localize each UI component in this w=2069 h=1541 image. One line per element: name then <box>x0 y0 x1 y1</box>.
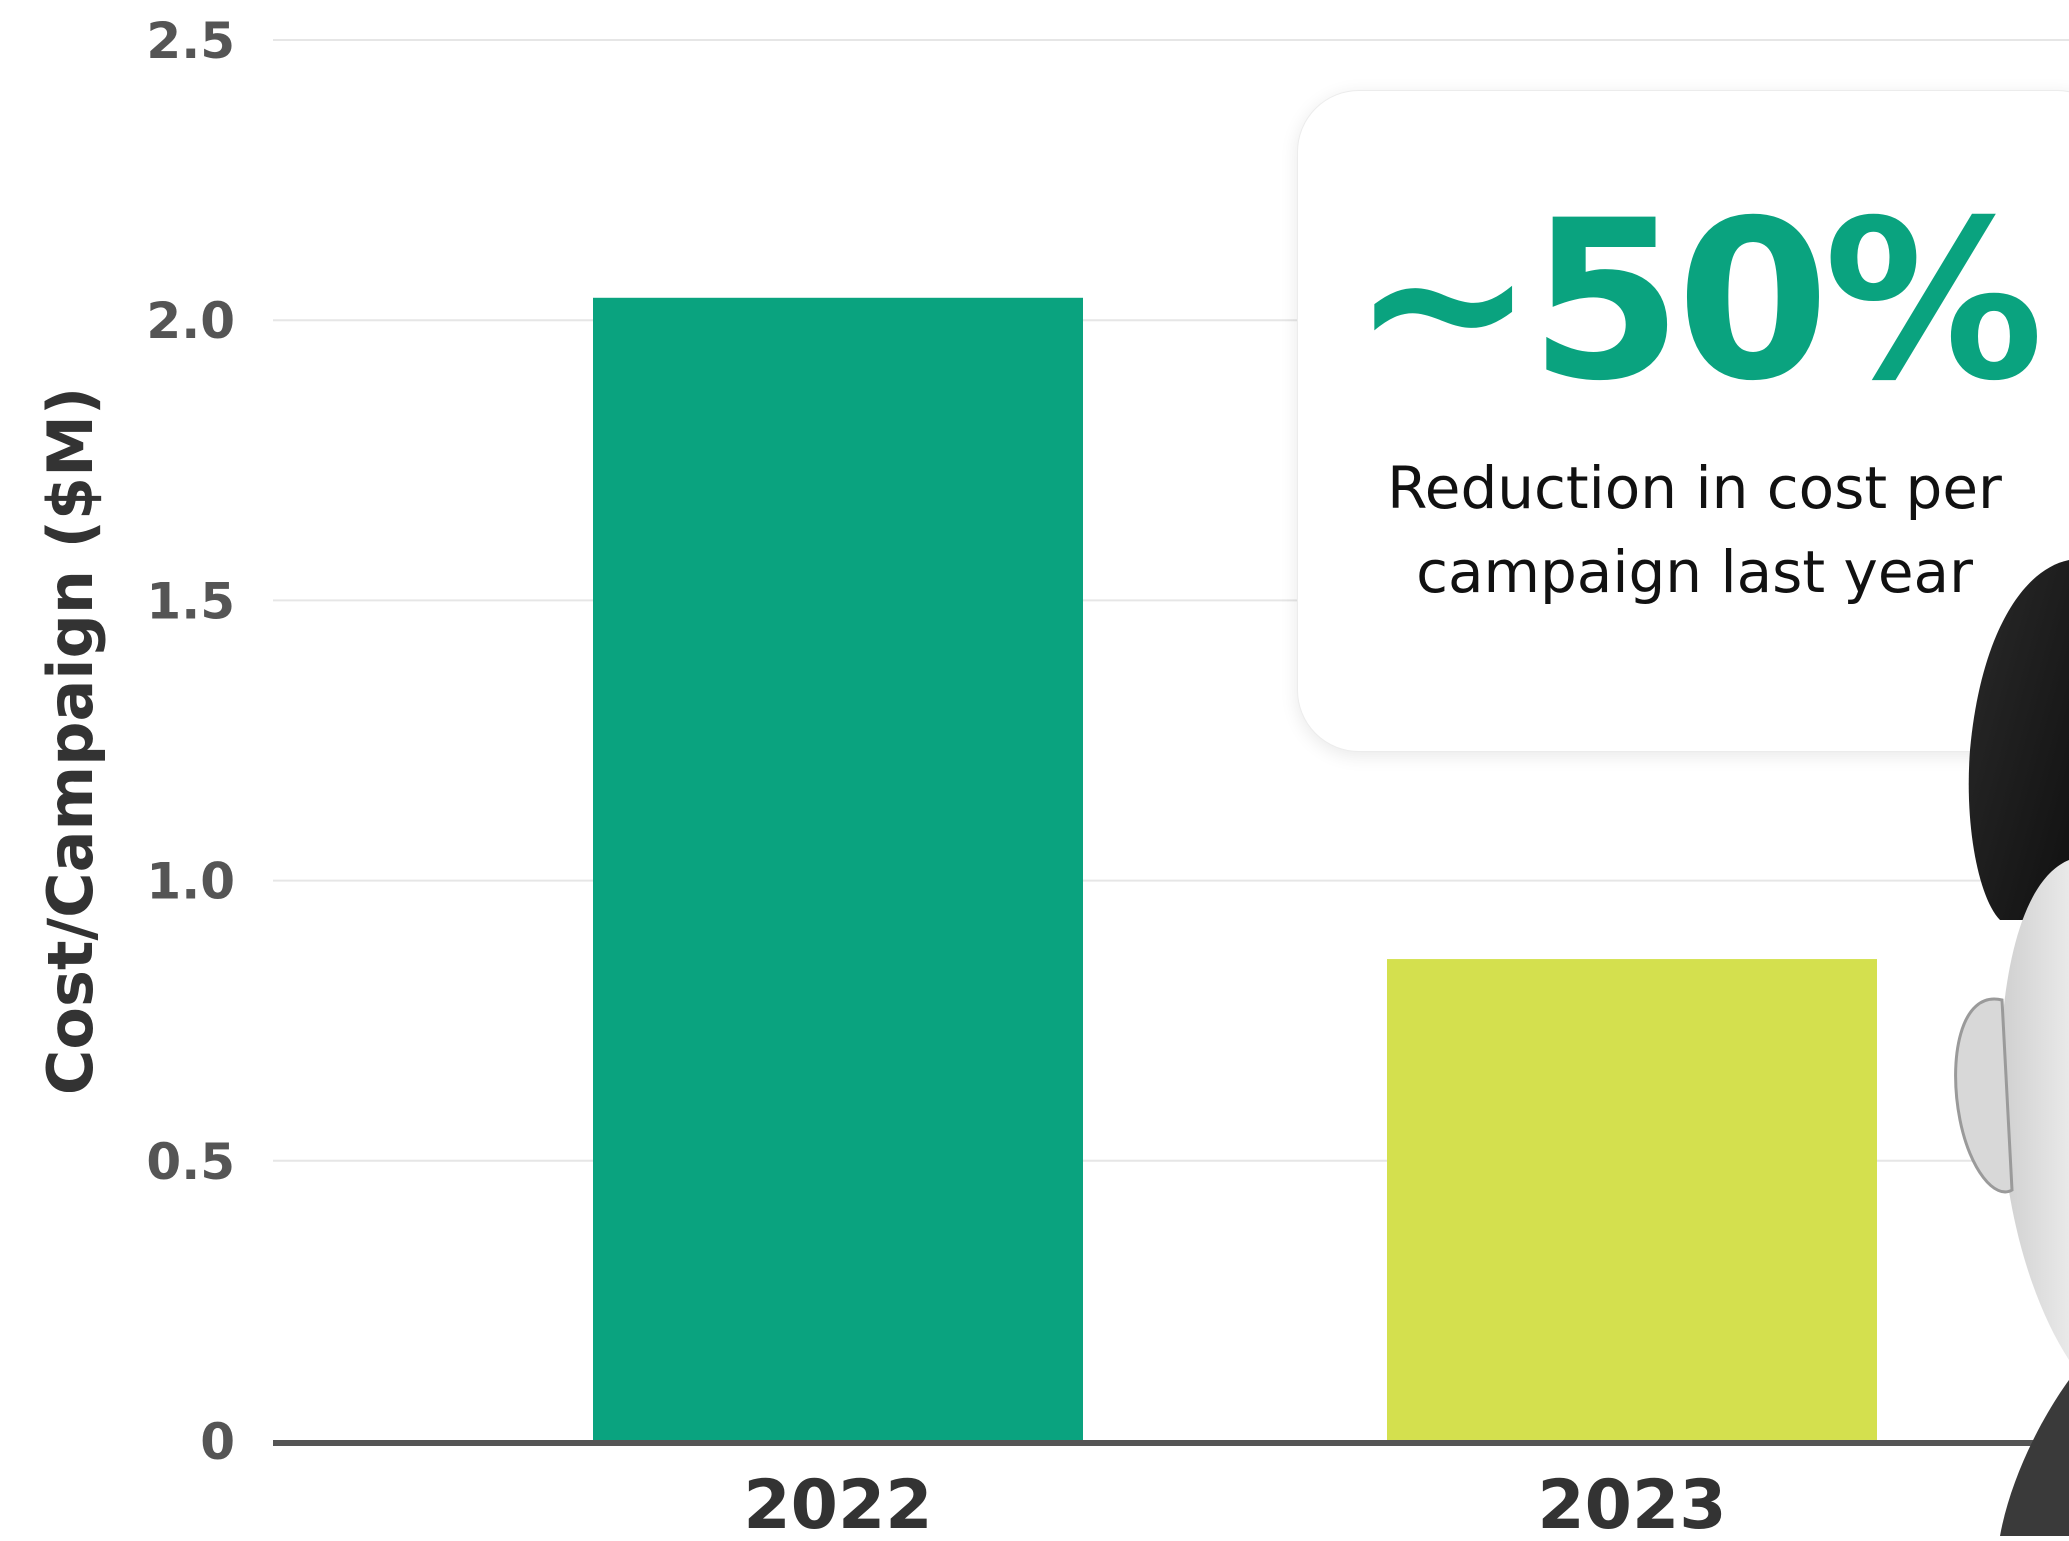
y-tick-label: 0.5 <box>146 1133 235 1191</box>
y-tick-label: 2.5 <box>146 12 235 70</box>
x-tick-label: 2022 <box>743 1466 932 1536</box>
x-tick-label: 2023 <box>1537 1466 1726 1536</box>
y-tick-label: 1.5 <box>146 572 235 630</box>
y-tick-label: 0 <box>200 1413 235 1471</box>
reduction-caption: Reduction in cost per campaign last year <box>1387 454 2002 606</box>
reduction-stat: ~50% <box>1351 173 2044 429</box>
reduction-callout-card: ~50% Reduction in cost per campaign last… <box>1297 90 2069 752</box>
bar-2023 <box>1387 959 1877 1441</box>
axes: 0 0.5 1.0 1.5 2.0 2.5 2022 2023 <box>146 12 2069 1541</box>
y-tick-label: 1.0 <box>146 853 235 911</box>
y-tick-label: 2.0 <box>146 292 235 350</box>
y-axis-label: Cost/Campaign ($M) <box>34 387 107 1095</box>
person-portrait-icon <box>1940 560 2069 1536</box>
bars <box>593 297 1877 1442</box>
bar-2022 <box>593 297 1083 1442</box>
